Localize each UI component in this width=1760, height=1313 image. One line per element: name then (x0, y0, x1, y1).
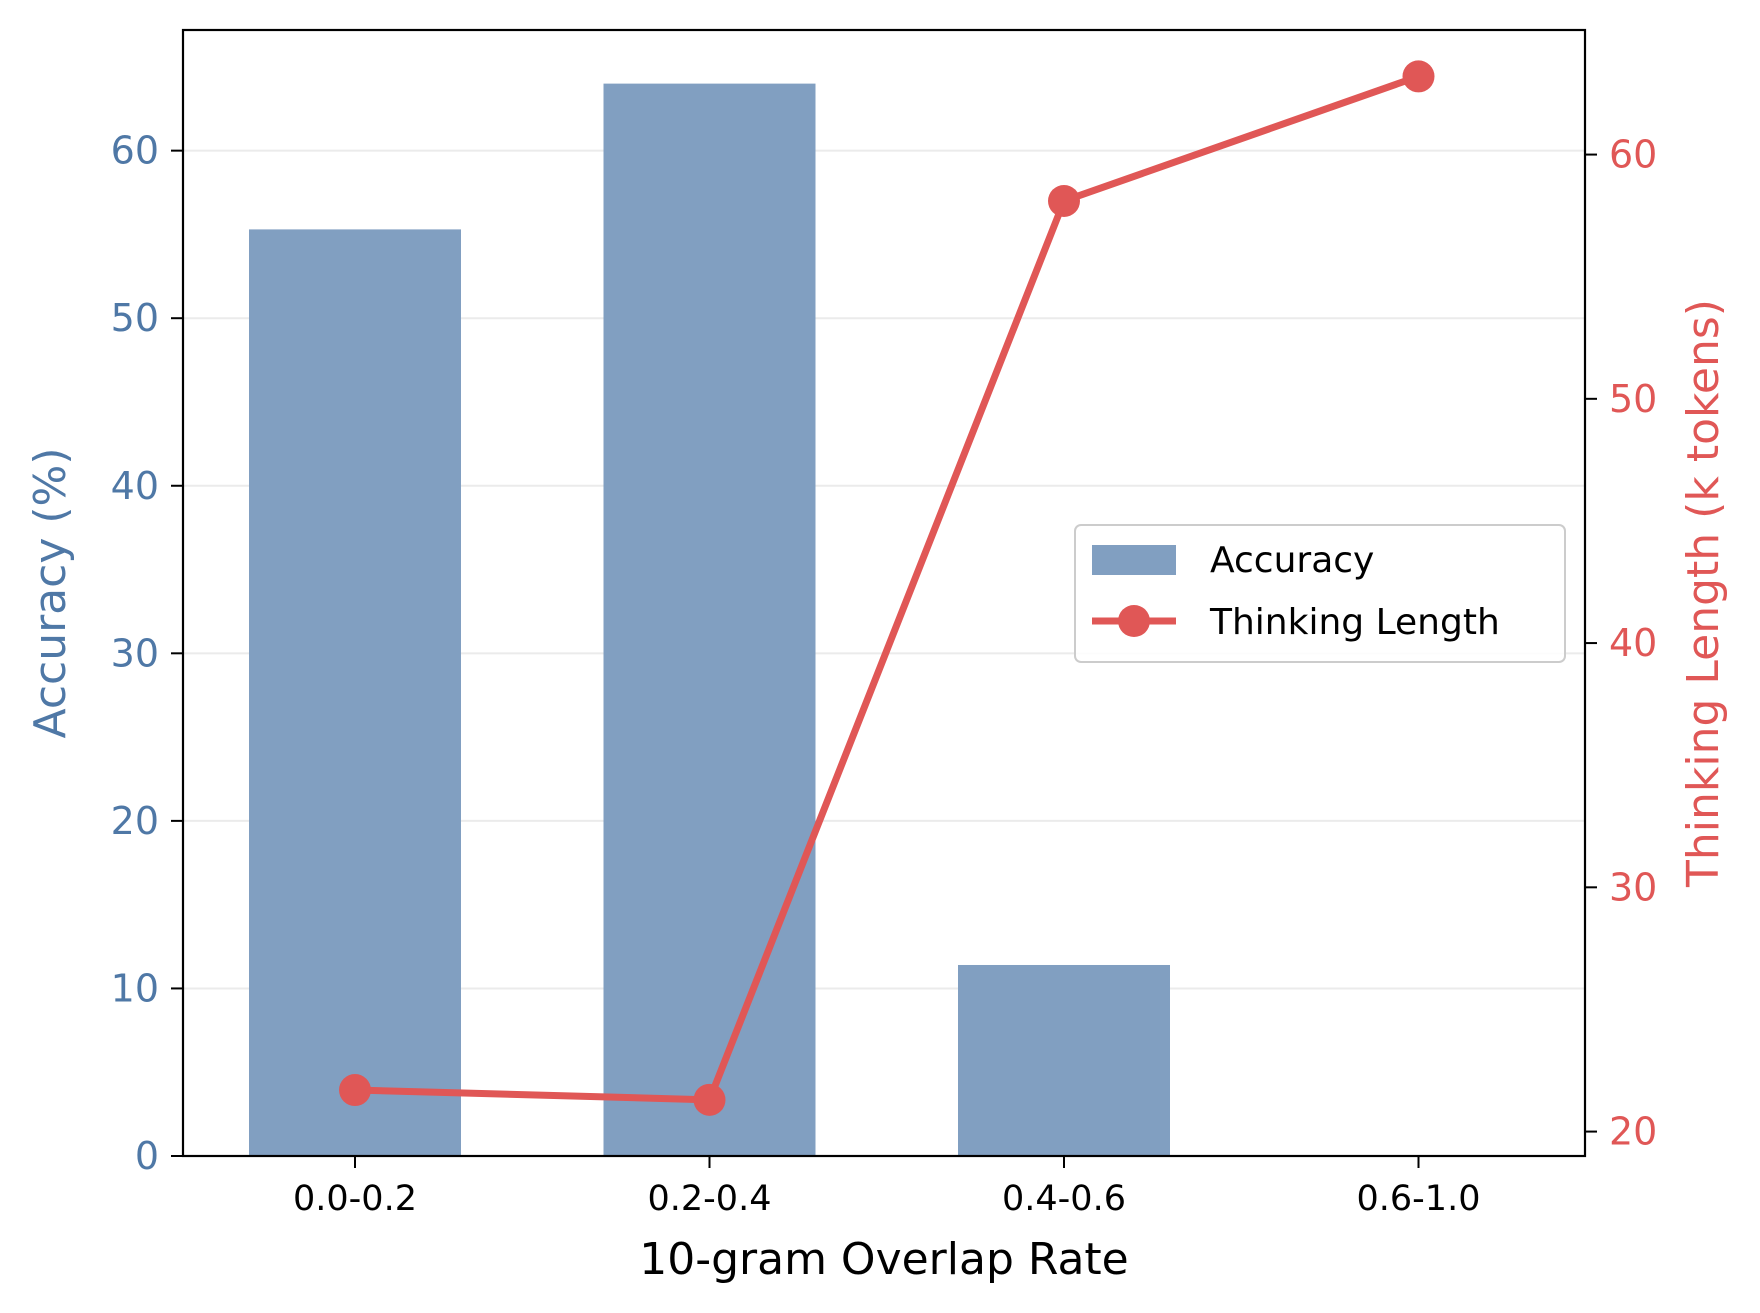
legend: Accuracy Thinking Length (1074, 524, 1566, 663)
accuracy-bar-0.0-0.2 (249, 229, 461, 1157)
left-tick-label-50: 50 (111, 296, 159, 340)
thinking-length-point-0.0-0.2 (339, 1074, 371, 1107)
x-tick-label-0.4-0.6: 0.4-0.6 (1002, 1179, 1126, 1219)
x-axis-ticks: 0.0-0.2 0.2-0.4 0.4-0.6 0.6-1.0 (293, 1156, 1480, 1219)
left-axis-ticks: 0 10 20 30 40 50 60 (111, 129, 183, 1178)
left-tick-label-40: 40 (111, 464, 159, 508)
right-tick-label-50: 50 (1609, 377, 1657, 421)
legend-thinking-length-label: Thinking Length (1209, 602, 1500, 643)
right-tick-label-20: 20 (1609, 1110, 1657, 1154)
legend-accuracy-swatch (1092, 545, 1176, 575)
left-tick-label-10: 10 (111, 966, 159, 1010)
right-tick-label-30: 30 (1609, 865, 1657, 909)
x-tick-label-0.6-1.0: 0.6-1.0 (1357, 1179, 1481, 1219)
accuracy-bars (249, 83, 1170, 1157)
left-tick-label-20: 20 (111, 799, 159, 843)
x-axis-label: 10-gram Overlap Rate (639, 1234, 1129, 1285)
left-tick-label-60: 60 (111, 129, 159, 173)
accuracy-bar-0.2-0.4 (603, 83, 816, 1157)
legend-box (1074, 524, 1566, 663)
legend-accuracy-label: Accuracy (1210, 540, 1374, 581)
right-axis-ticks: 20 30 40 50 60 (1585, 133, 1657, 1154)
thinking-length-line (339, 60, 1435, 1116)
left-tick-label-0: 0 (135, 1134, 159, 1178)
thinking-length-point-0.6-1.0 (1402, 60, 1435, 93)
thinking-length-polyline (351, 72, 1422, 1104)
left-axis-label: Accuracy (%) (25, 447, 76, 738)
thinking-length-point-0.2-0.4 (693, 1083, 726, 1116)
accuracy-bar-0.4-0.6 (958, 964, 1170, 1156)
x-tick-label-0.2-0.4: 0.2-0.4 (648, 1179, 772, 1219)
right-tick-label-60: 60 (1609, 133, 1657, 177)
legend-thinking-length-marker (1118, 605, 1150, 637)
x-tick-label-0.0-0.2: 0.0-0.2 (293, 1179, 417, 1219)
plot-frame (181, 28, 1587, 1158)
right-tick-label-40: 40 (1609, 621, 1657, 665)
left-tick-label-30: 30 (111, 631, 159, 675)
thinking-length-point-0.4-0.6 (1048, 184, 1080, 217)
right-axis-label: Thinking Length (k tokens) (1678, 299, 1729, 888)
